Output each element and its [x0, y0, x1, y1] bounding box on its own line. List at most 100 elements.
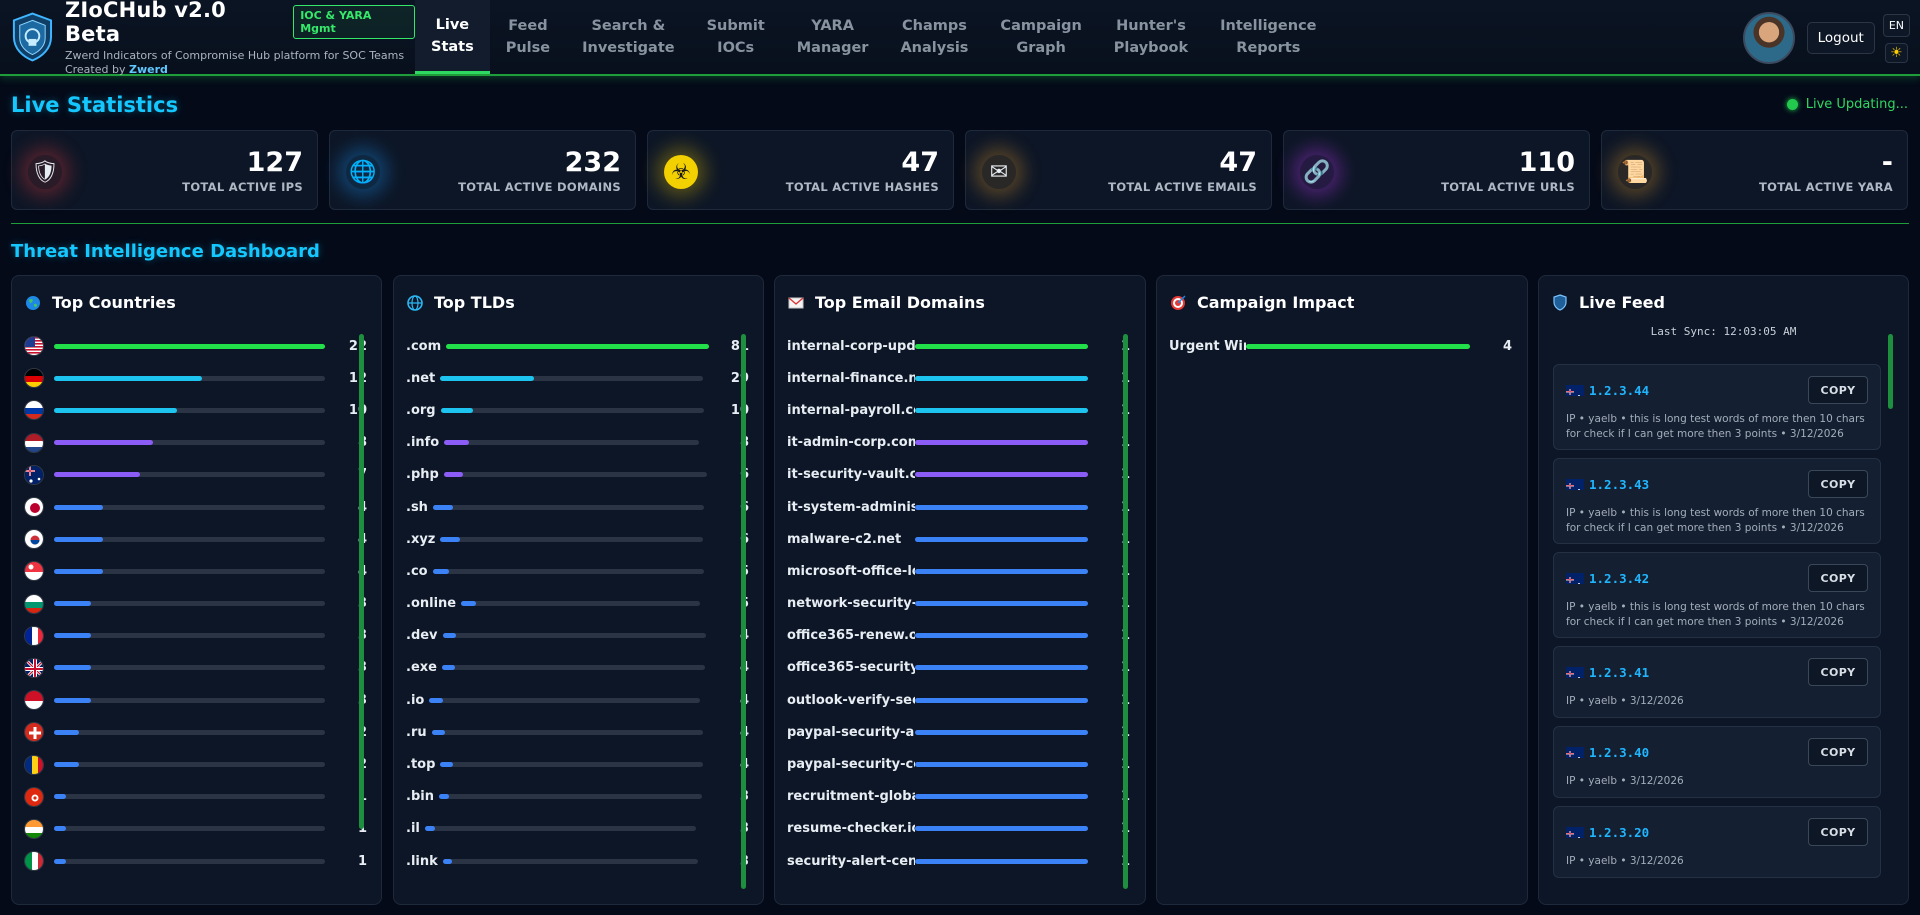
- list-item[interactable]: internal-corp-update.n1: [787, 330, 1130, 362]
- list-item[interactable]: .info8: [406, 427, 749, 459]
- copy-button[interactable]: COPY: [1808, 470, 1868, 498]
- list-item[interactable]: .il3: [406, 813, 749, 845]
- list-item[interactable]: 3: [24, 588, 367, 620]
- list-item[interactable]: 4: [24, 491, 367, 523]
- list-item[interactable]: outlook-verify-security1: [787, 684, 1130, 716]
- logout-button[interactable]: Logout: [1806, 22, 1875, 54]
- nav-tab-graph[interactable]: Campaign Graph: [984, 0, 1097, 74]
- feed-item[interactable]: 1.2.3.44 COPY IP • yaelb • this is long te…: [1553, 364, 1881, 450]
- list-item[interactable]: paypal-security-alert.n1: [787, 716, 1130, 748]
- list-item[interactable]: 3: [24, 620, 367, 652]
- bar-fill: [54, 568, 104, 574]
- list-item[interactable]: it-admin-corp.com1: [787, 427, 1130, 459]
- list-item[interactable]: 8: [24, 427, 367, 459]
- feed-ip-value[interactable]: 1.2.3.43: [1589, 477, 1650, 492]
- list-item[interactable]: 7: [24, 459, 367, 491]
- language-selector[interactable]: EN: [1882, 13, 1910, 37]
- list-item[interactable]: .sh6: [406, 491, 749, 523]
- list-item[interactable]: .net 29: [406, 362, 749, 394]
- copy-button[interactable]: COPY: [1808, 376, 1868, 404]
- list-item[interactable]: 1: [24, 781, 367, 813]
- nav-tab-analysis[interactable]: Champs Analysis: [884, 0, 984, 74]
- list-item[interactable]: 3: [24, 652, 367, 684]
- list-item[interactable]: internal-finance.net1: [787, 362, 1130, 394]
- list-item[interactable]: .php6: [406, 459, 749, 491]
- feed-item[interactable]: 1.2.3.41 COPY IP • yaelb • 3/12/2026: [1553, 646, 1881, 718]
- list-item[interactable]: .dev4: [406, 620, 749, 652]
- tlds-scrollbar[interactable]: [741, 334, 746, 889]
- live-feed-panel: Live Feed Last Sync: 12:03:05 AM 1.2.3.4…: [1538, 275, 1909, 905]
- feed-item[interactable]: 1.2.3.42 COPY IP • yaelb • this is long te…: [1553, 552, 1881, 638]
- emails-scrollbar[interactable]: [1123, 334, 1128, 889]
- list-item[interactable]: .com 81: [406, 330, 749, 362]
- list-item[interactable]: .link3: [406, 845, 749, 877]
- list-item[interactable]: .bin3: [406, 781, 749, 813]
- feed-item[interactable]: 1.2.3.20 COPY IP • yaelb • 3/12/2026: [1553, 806, 1881, 878]
- list-item[interactable]: .exe4: [406, 652, 749, 684]
- list-item[interactable]: network-security-audi1: [787, 588, 1130, 620]
- list-item[interactable]: 1: [24, 845, 367, 877]
- feed-item[interactable]: 1.2.3.43 COPY IP • yaelb • this is long te…: [1553, 458, 1881, 544]
- nav-tab-stats[interactable]: Live Stats: [415, 0, 490, 74]
- list-item[interactable]: it-security-vault.com1: [787, 459, 1130, 491]
- feed-ip-value[interactable]: 1.2.3.20: [1589, 825, 1650, 840]
- list-item[interactable]: .io4: [406, 684, 749, 716]
- feed-ip-value[interactable]: 1.2.3.44: [1589, 383, 1650, 398]
- list-item[interactable]: 3: [24, 684, 367, 716]
- nav-tab-iocs[interactable]: Submit IOCs: [691, 0, 781, 74]
- copy-button[interactable]: COPY: [1808, 818, 1868, 846]
- list-item[interactable]: 1: [24, 813, 367, 845]
- list-item[interactable]: .top4: [406, 748, 749, 780]
- nav-tab-pulse[interactable]: Feed Pulse: [490, 0, 566, 74]
- list-item[interactable]: 2: [24, 716, 367, 748]
- list-item[interactable]: it-system-administrato1: [787, 491, 1130, 523]
- list-item[interactable]: paypal-security-center1: [787, 748, 1130, 780]
- feed-scrollbar[interactable]: [1888, 334, 1893, 409]
- bar-track: [440, 536, 704, 542]
- bar-track: [915, 858, 1088, 864]
- list-item[interactable]: .org 10: [406, 394, 749, 426]
- feed-ip-value[interactable]: 1.2.3.40: [1589, 745, 1650, 760]
- sun-icon[interactable]: ☀: [1885, 42, 1908, 63]
- list-item[interactable]: malware-c2.net1: [787, 523, 1130, 555]
- feed-ip-value[interactable]: 1.2.3.41: [1589, 665, 1650, 680]
- nav-tab-investigate[interactable]: Search & Investigate: [566, 0, 690, 74]
- stat-card[interactable]: 🛡 127 TOTAL ACTIVE IPS: [11, 130, 318, 210]
- list-item[interactable]: internal-payroll.com1: [787, 394, 1130, 426]
- list-item[interactable]: 4: [24, 523, 367, 555]
- bar-track: [915, 697, 1088, 703]
- list-item[interactable]: 10: [24, 394, 367, 426]
- list-item[interactable]: 2: [24, 748, 367, 780]
- list-item[interactable]: microsoft-office-login.1: [787, 555, 1130, 587]
- list-item[interactable]: .xyz6: [406, 523, 749, 555]
- list-item[interactable]: security-alert-center.co1: [787, 845, 1130, 877]
- list-item[interactable]: 4: [24, 555, 367, 587]
- list-item[interactable]: .ru4: [406, 716, 749, 748]
- avatar[interactable]: [1742, 12, 1795, 64]
- copy-button[interactable]: COPY: [1808, 738, 1868, 766]
- list-item[interactable]: 22: [24, 330, 367, 362]
- list-item[interactable]: 12: [24, 362, 367, 394]
- stat-card[interactable]: 📜 - TOTAL ACTIVE YARA: [1601, 130, 1908, 210]
- list-item[interactable]: office365-security.com1: [787, 652, 1130, 684]
- bar-fill: [54, 794, 67, 800]
- nav-tab-manager[interactable]: YARA Manager: [781, 0, 885, 74]
- list-item[interactable]: .co5: [406, 555, 749, 587]
- nav-tab-playbook[interactable]: Hunter's Playbook: [1098, 0, 1204, 74]
- copy-button[interactable]: COPY: [1808, 658, 1868, 686]
- stat-card[interactable]: 🌐 232 TOTAL ACTIVE DOMAINS: [329, 130, 636, 210]
- stat-card[interactable]: ☣ 47 TOTAL ACTIVE HASHES: [647, 130, 954, 210]
- feed-item[interactable]: 1.2.3.40 COPY IP • yaelb • 3/12/2026: [1553, 726, 1881, 798]
- list-item[interactable]: resume-checker.io1: [787, 813, 1130, 845]
- countries-scrollbar[interactable]: [359, 334, 364, 829]
- nav-tab-reports[interactable]: Intelligence Reports: [1204, 0, 1332, 74]
- copy-button[interactable]: COPY: [1808, 564, 1868, 592]
- stat-card[interactable]: ✉ 47 TOTAL ACTIVE EMAILS: [965, 130, 1272, 210]
- list-item[interactable]: office365-renew.online1: [787, 620, 1130, 652]
- feed-ip-value[interactable]: 1.2.3.42: [1589, 571, 1650, 586]
- author-link[interactable]: Zwerd: [128, 63, 168, 76]
- list-item[interactable]: Urgent Wire 4: [1169, 330, 1512, 362]
- list-item[interactable]: .online5: [406, 588, 749, 620]
- stat-card[interactable]: 🔗 110 TOTAL ACTIVE URLS: [1283, 130, 1590, 210]
